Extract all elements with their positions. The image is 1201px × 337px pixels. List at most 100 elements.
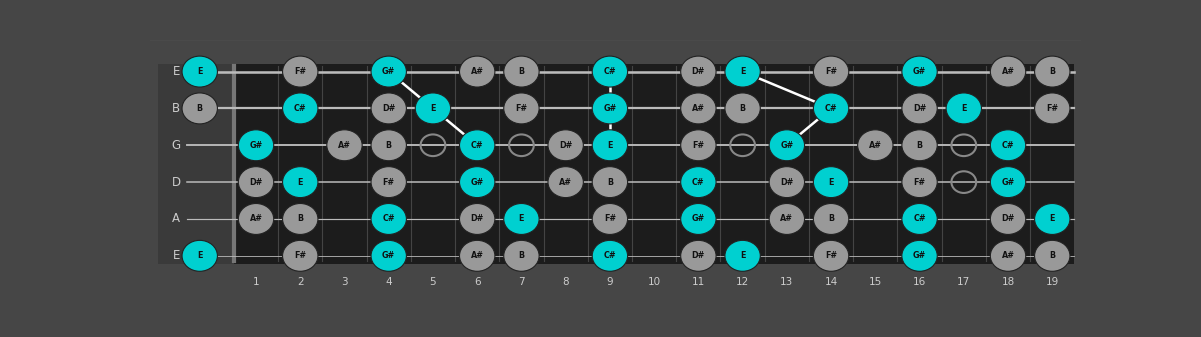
Text: 17: 17 [957, 277, 970, 287]
Ellipse shape [681, 166, 716, 197]
Text: B: B [519, 67, 525, 76]
Text: A#: A# [471, 67, 484, 76]
Text: C#: C# [471, 141, 484, 150]
Ellipse shape [592, 93, 628, 124]
Ellipse shape [902, 130, 937, 161]
Ellipse shape [460, 240, 495, 271]
Text: F#: F# [383, 178, 395, 187]
Text: G#: G# [913, 67, 926, 76]
Text: B: B [519, 251, 525, 260]
Text: A#: A# [337, 141, 351, 150]
Text: A#: A# [781, 214, 794, 223]
Text: C#: C# [1002, 141, 1015, 150]
Ellipse shape [681, 56, 716, 87]
Text: E: E [1050, 214, 1054, 223]
Ellipse shape [282, 56, 318, 87]
Ellipse shape [282, 204, 318, 235]
Text: A#: A# [250, 214, 263, 223]
FancyBboxPatch shape [234, 64, 1075, 264]
Text: F#: F# [825, 251, 837, 260]
Text: A: A [172, 212, 180, 225]
Ellipse shape [725, 56, 760, 87]
Text: D#: D# [558, 141, 573, 150]
Ellipse shape [813, 166, 849, 197]
Text: G#: G# [781, 141, 794, 150]
Ellipse shape [946, 93, 981, 124]
Ellipse shape [592, 166, 628, 197]
Ellipse shape [813, 204, 849, 235]
Text: B: B [740, 104, 746, 113]
Text: D#: D# [692, 67, 705, 76]
Text: E: E [173, 65, 180, 78]
Text: G#: G# [471, 178, 484, 187]
Text: F#: F# [1046, 104, 1058, 113]
Text: A#: A# [1002, 67, 1015, 76]
Text: B: B [827, 214, 835, 223]
Text: F#: F# [825, 67, 837, 76]
Ellipse shape [902, 56, 937, 87]
Ellipse shape [813, 56, 849, 87]
Ellipse shape [902, 240, 937, 271]
Text: E: E [430, 104, 436, 113]
Ellipse shape [991, 204, 1026, 235]
Text: B: B [172, 102, 180, 115]
Text: G#: G# [250, 141, 263, 150]
Text: C#: C# [692, 178, 705, 187]
Text: 2: 2 [297, 277, 304, 287]
Ellipse shape [460, 56, 495, 87]
Text: 8: 8 [562, 277, 569, 287]
Text: 13: 13 [781, 277, 794, 287]
Ellipse shape [371, 166, 406, 197]
Text: F#: F# [914, 178, 926, 187]
Text: E: E [298, 178, 303, 187]
Text: C#: C# [294, 104, 306, 113]
Text: B: B [386, 141, 392, 150]
Text: 5: 5 [430, 277, 436, 287]
Text: B: B [916, 141, 922, 150]
Ellipse shape [503, 204, 539, 235]
Text: 11: 11 [692, 277, 705, 287]
Ellipse shape [592, 130, 628, 161]
Text: E: E [197, 67, 203, 76]
Text: A#: A# [692, 104, 705, 113]
Text: G#: G# [1002, 178, 1015, 187]
Text: 3: 3 [341, 277, 348, 287]
Ellipse shape [592, 204, 628, 235]
Text: B: B [607, 178, 613, 187]
Text: 16: 16 [913, 277, 926, 287]
Ellipse shape [769, 204, 805, 235]
Text: E: E [519, 214, 524, 223]
Text: F#: F# [294, 251, 306, 260]
Text: E: E [740, 251, 746, 260]
Text: F#: F# [294, 67, 306, 76]
Ellipse shape [327, 130, 363, 161]
Text: C#: C# [604, 67, 616, 76]
Text: C#: C# [825, 104, 837, 113]
Ellipse shape [460, 166, 495, 197]
Ellipse shape [725, 93, 760, 124]
Ellipse shape [282, 240, 318, 271]
Ellipse shape [681, 130, 716, 161]
Ellipse shape [592, 56, 628, 87]
Text: D#: D# [471, 214, 484, 223]
Text: 9: 9 [607, 277, 614, 287]
Text: F#: F# [604, 214, 616, 223]
Ellipse shape [371, 93, 406, 124]
Text: G#: G# [603, 104, 616, 113]
Text: G#: G# [692, 214, 705, 223]
Text: D#: D# [692, 251, 705, 260]
FancyBboxPatch shape [157, 64, 234, 264]
Ellipse shape [416, 93, 450, 124]
Ellipse shape [183, 93, 217, 124]
Ellipse shape [503, 56, 539, 87]
Ellipse shape [460, 130, 495, 161]
Ellipse shape [902, 93, 937, 124]
Ellipse shape [991, 130, 1026, 161]
Ellipse shape [813, 93, 849, 124]
Ellipse shape [282, 93, 318, 124]
Ellipse shape [813, 240, 849, 271]
Ellipse shape [503, 93, 539, 124]
Text: B: B [197, 104, 203, 113]
Text: C#: C# [382, 214, 395, 223]
Ellipse shape [1034, 56, 1070, 87]
